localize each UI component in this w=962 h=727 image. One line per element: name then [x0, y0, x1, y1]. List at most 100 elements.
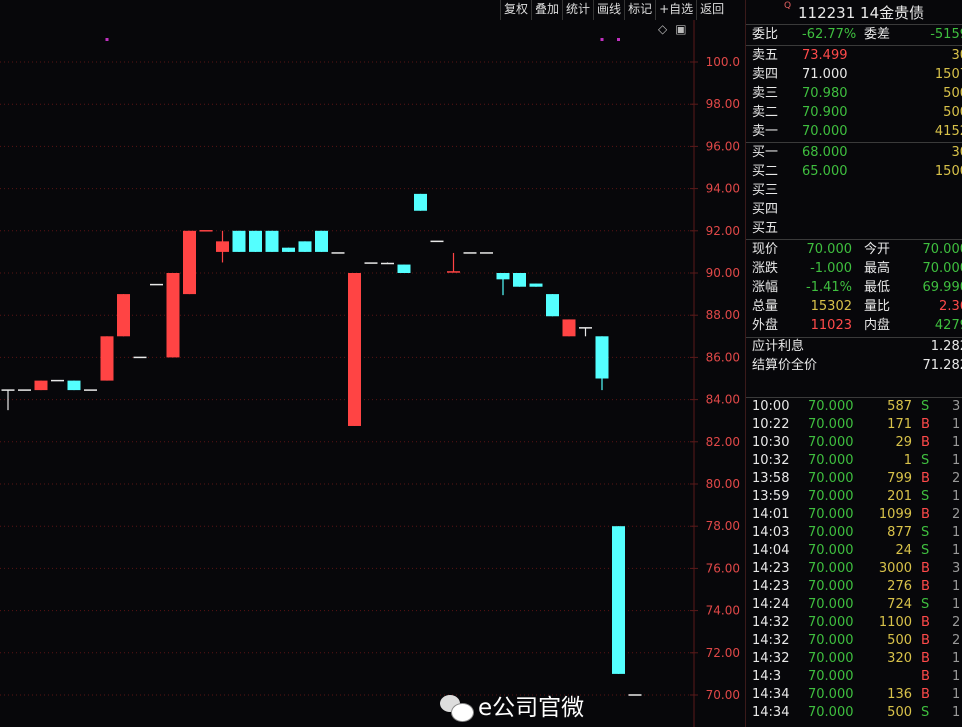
y-tick-label: 94.00 — [706, 182, 740, 196]
ask-price[interactable]: 73.499 — [802, 48, 848, 63]
bid-price[interactable]: 68.000 — [802, 145, 848, 160]
candle[interactable] — [34, 380, 48, 391]
candle[interactable] — [397, 264, 411, 273]
candle[interactable] — [282, 247, 295, 252]
candle[interactable] — [513, 273, 526, 287]
add-watchlist-button[interactable]: +自选 — [655, 0, 696, 20]
trade-price: 70.000 — [808, 561, 854, 576]
trade-side: B — [921, 417, 930, 432]
y-tick-label: 86.00 — [706, 350, 740, 364]
stat-value: 70.000 — [806, 242, 853, 257]
trade-side: S — [921, 543, 930, 558]
trade-volume: 500 — [887, 705, 912, 720]
interest-label: 应计利息 — [752, 339, 805, 354]
trade-side: S — [921, 597, 930, 612]
ask-volume: 1507 — [934, 67, 962, 82]
candle[interactable] — [166, 273, 180, 358]
trade-count: 1 — [952, 579, 961, 594]
trade-price: 70.000 — [808, 633, 854, 648]
trade-price: 70.000 — [808, 507, 854, 522]
ask-price[interactable]: 70.000 — [802, 124, 848, 139]
candle[interactable] — [265, 230, 279, 252]
trade-price: 70.000 — [808, 705, 854, 720]
trade-side: B — [921, 471, 930, 486]
mark-button[interactable]: 标记 — [624, 0, 655, 20]
trade-count: 1 — [952, 651, 961, 666]
interest-row: 结算价全价 71.282 — [752, 356, 962, 375]
candle[interactable] — [183, 230, 196, 295]
candle[interactable] — [1, 389, 15, 411]
candle[interactable] — [298, 241, 312, 252]
ask-price[interactable]: 70.900 — [802, 105, 848, 120]
trade-count: 1 — [952, 669, 961, 684]
stat-label: 总量 — [752, 299, 779, 314]
trade-volume: 136 — [887, 687, 912, 702]
trade-time: 14:34 — [752, 687, 790, 702]
y-tick-label: 80.00 — [706, 477, 740, 491]
y-tick-label: 76.00 — [706, 561, 740, 575]
event-marker[interactable] — [600, 38, 604, 41]
candle[interactable] — [348, 273, 361, 426]
candle[interactable] — [100, 336, 114, 381]
candle[interactable] — [232, 230, 246, 252]
candlestick-chart[interactable]: 100.0 98.00 96.00 94.00 92.00 90.00 88.00 86.00… — [0, 0, 745, 727]
trade-row: 14:32 70.000 1100 B 2 — [752, 614, 962, 632]
trade-price: 70.000 — [808, 453, 854, 468]
trade-side: S — [921, 453, 930, 468]
candle[interactable] — [117, 294, 130, 337]
trade-time: 13:59 — [752, 489, 790, 504]
trade-side: B — [921, 651, 930, 666]
trade-row: 14:24 70.000 724 S 1 — [752, 596, 962, 614]
candle-body — [232, 230, 246, 252]
diamond-icon[interactable]: ◇ — [658, 22, 668, 36]
candle[interactable] — [315, 230, 328, 252]
trade-volume: 1 — [903, 453, 912, 468]
diff-label: 委差 — [864, 27, 891, 42]
candle[interactable] — [447, 252, 460, 273]
stat-value: 4279 — [934, 318, 962, 333]
event-marker[interactable] — [617, 38, 620, 41]
candle[interactable] — [595, 336, 609, 391]
trade-time: 10:00 — [752, 399, 790, 414]
candle[interactable] — [579, 327, 592, 337]
stat-value: 11023 — [810, 318, 852, 333]
back-button[interactable]: 返回 — [696, 0, 727, 20]
ask-price[interactable]: 71.000 — [802, 67, 848, 82]
y-tick-label: 70.00 — [706, 688, 740, 702]
candle-body — [183, 230, 196, 295]
candle[interactable] — [414, 193, 427, 211]
panel-toggle-icon[interactable]: ▣ — [675, 22, 687, 36]
trade-volume: 1100 — [878, 615, 912, 630]
ask-price[interactable]: 70.980 — [802, 86, 848, 101]
candle[interactable] — [216, 230, 229, 263]
candle[interactable] — [612, 526, 625, 674]
event-marker[interactable] — [105, 38, 109, 41]
bid-price[interactable]: 65.000 — [802, 164, 848, 179]
ask-label: 卖五 — [752, 48, 779, 63]
y-tick-label: 100.0 — [706, 55, 740, 69]
stat-value: -1.41% — [806, 280, 852, 295]
draw-line-button[interactable]: 画线 — [593, 0, 624, 20]
statistics-button[interactable]: 统计 — [562, 0, 593, 20]
bid-label: 买四 — [752, 202, 779, 217]
interest-label: 结算价全价 — [752, 358, 818, 373]
candle-body — [34, 380, 48, 391]
candle[interactable] — [562, 319, 576, 337]
trade-side: B — [921, 579, 930, 594]
candle[interactable] — [496, 273, 510, 296]
bid-label: 买三 — [752, 183, 779, 198]
trade-row: 14:32 70.000 320 B 1 — [752, 650, 962, 668]
overlay-button[interactable]: 叠加 — [531, 0, 562, 20]
restore-rights-button[interactable]: 复权 — [500, 0, 531, 20]
trade-time: 14:24 — [752, 597, 790, 612]
stat-label: 内盘 — [864, 318, 891, 333]
watermark-text: e公司官微 — [478, 695, 585, 721]
stat-value: 70.000 — [922, 261, 962, 276]
trade-count: 2 — [952, 507, 961, 522]
candle[interactable] — [529, 283, 543, 287]
candle[interactable] — [546, 294, 559, 317]
candle[interactable] — [67, 380, 81, 391]
candle[interactable] — [381, 262, 394, 265]
candle[interactable] — [249, 230, 262, 252]
ask-row: 卖三 70.980 500 — [752, 84, 962, 103]
